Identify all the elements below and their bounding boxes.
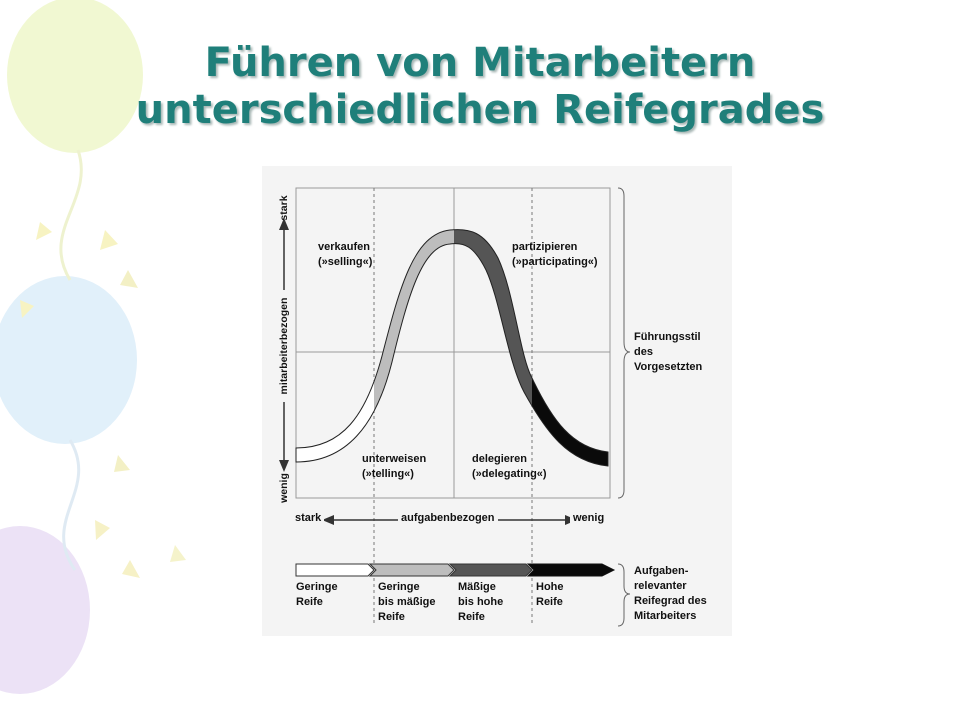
curve-segment-delegating [532, 376, 609, 467]
style-bracket [617, 187, 631, 499]
maturity-label-4: Hohe Reife [536, 581, 564, 608]
maturity-segment-4 [526, 563, 616, 577]
x-axis-left-label: stark [292, 512, 325, 524]
maturity-label-1: Geringe Reife [296, 581, 338, 608]
x-axis-right-label: wenig [570, 512, 608, 524]
curve-segment-telling [295, 380, 374, 463]
leadership-style-label: Führungsstil des Vorgesetzten [634, 331, 703, 373]
x-axis-arrow-left-icon [322, 515, 334, 525]
maturity-segment-2 [368, 563, 455, 577]
maturity-bar [295, 563, 616, 577]
confetti-icon [100, 230, 118, 250]
confetti-icon [122, 560, 140, 578]
confetti-icon [120, 270, 138, 288]
confetti-icon [20, 300, 34, 318]
confetti-icon [170, 545, 186, 562]
page-title: Führen von Mitarbeitern unterschiedliche… [0, 40, 960, 134]
y-axis-label: mitarbeiterbezogen [278, 290, 290, 402]
y-axis-arrow-down-icon [279, 460, 289, 472]
x-axis-label: aufgabenbezogen [398, 512, 498, 524]
style-label-delegating: delegieren (»delegating«) [472, 453, 547, 480]
maturity-segment-3 [448, 563, 533, 577]
curve-segment-selling [374, 229, 454, 413]
title-line-2: unterschiedlichen Reifegrades [135, 87, 825, 133]
y-axis-top-label: stark [278, 195, 290, 221]
maturity-label-3: Mäßige bis hohe Reife [458, 581, 504, 623]
balloon-string [59, 149, 83, 281]
maturity-bracket [617, 563, 631, 627]
maturity-label-2: Geringe bis mäßige Reife [378, 581, 436, 623]
y-axis-bottom-label: wenig [278, 473, 290, 503]
style-label-telling: unterweisen (»telling«) [362, 453, 427, 480]
plot-frame [295, 187, 611, 499]
balloon-string [62, 439, 81, 571]
leadership-style-figure: stark mitarbeiterbezogen wenig stark auf… [262, 166, 732, 636]
confetti-icon [95, 520, 110, 540]
style-label-selling: verkaufen (»selling«) [318, 241, 373, 268]
figure-graphics [279, 187, 631, 627]
purple-balloon-icon [0, 526, 90, 694]
confetti-icon [114, 455, 130, 472]
maturity-caption: Aufgaben- relevanter Reifegrad des Mitar… [634, 565, 707, 622]
style-label-participating: partizipieren (»participating«) [512, 241, 598, 268]
maturity-segment-1 [295, 563, 375, 577]
blue-balloon-icon [0, 276, 137, 444]
title-line-1: Führen von Mitarbeitern [204, 40, 756, 86]
curve-segment-participating [454, 229, 532, 407]
confetti-icon [36, 222, 52, 240]
y-axis-arrow-up-icon [279, 218, 289, 230]
green-balloon-icon [7, 0, 143, 153]
